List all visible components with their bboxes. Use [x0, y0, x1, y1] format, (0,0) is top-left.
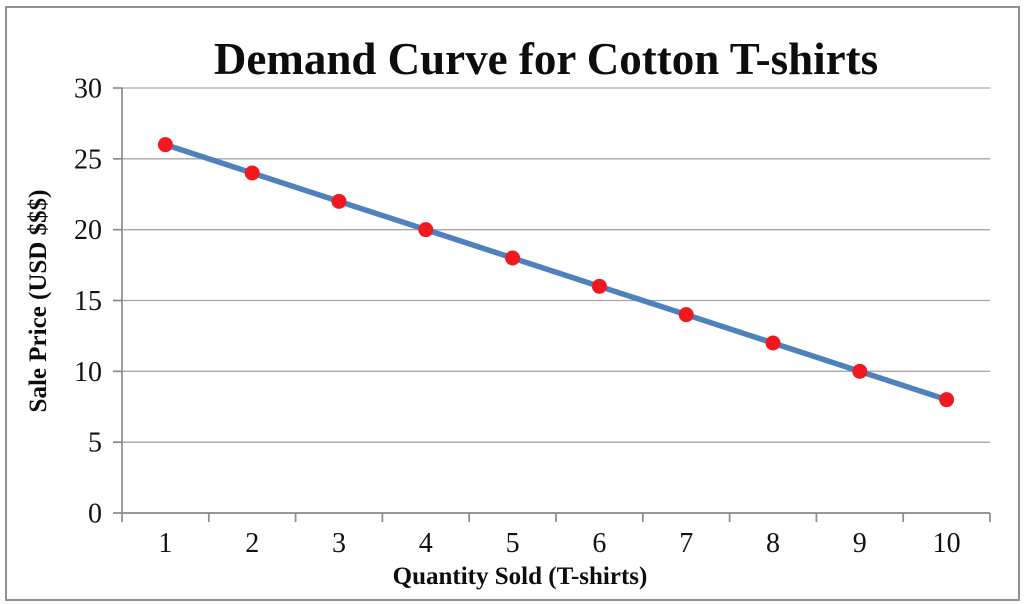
data-point-3	[331, 193, 347, 209]
y-tick-label-30: 30	[74, 74, 102, 105]
demand-line	[162, 141, 950, 403]
x-tick-label-7: 7	[679, 528, 693, 559]
y-tick-label-20: 20	[74, 215, 102, 246]
x-tick-label-4: 4	[419, 528, 433, 559]
x-tick-label-2: 2	[245, 528, 259, 559]
data-point-4	[418, 222, 434, 238]
data-point-7	[678, 307, 694, 323]
y-axis-tick-labels: 0 5 10 15 20 25 30	[74, 74, 102, 530]
x-tick-label-10: 10	[933, 528, 961, 559]
series-layer	[157, 137, 955, 408]
data-point-8	[765, 335, 781, 351]
x-tick-label-8: 8	[766, 528, 780, 559]
y-tick-label-5: 5	[88, 428, 102, 459]
data-point-5	[505, 250, 521, 266]
data-point-1	[157, 137, 173, 153]
x-tick-label-3: 3	[332, 528, 346, 559]
x-axis-title: Quantity Sold (T-shirts)	[393, 563, 648, 590]
x-tick-label-5: 5	[506, 528, 520, 559]
data-point-2	[244, 165, 260, 181]
axes	[113, 87, 991, 522]
y-tick-label-0: 0	[88, 499, 102, 530]
data-point-10	[939, 392, 955, 408]
x-axis-tick-labels: 1 2 3 4 5 6 7 8 9 10	[158, 528, 960, 559]
y-tick-label-10: 10	[74, 357, 102, 388]
x-tick-label-1: 1	[158, 528, 172, 559]
data-point-6	[591, 278, 607, 294]
y-tick-label-15: 15	[74, 286, 102, 317]
x-tick-label-9: 9	[853, 528, 867, 559]
data-point-9	[852, 363, 868, 379]
x-tick-label-6: 6	[592, 528, 606, 559]
y-tick-label-25: 25	[74, 144, 102, 175]
chart-title: Demand Curve for Cotton T-shirts	[214, 34, 878, 84]
gridlines	[122, 87, 990, 514]
y-axis-title: Sale Price (USD $$$)	[25, 190, 52, 413]
